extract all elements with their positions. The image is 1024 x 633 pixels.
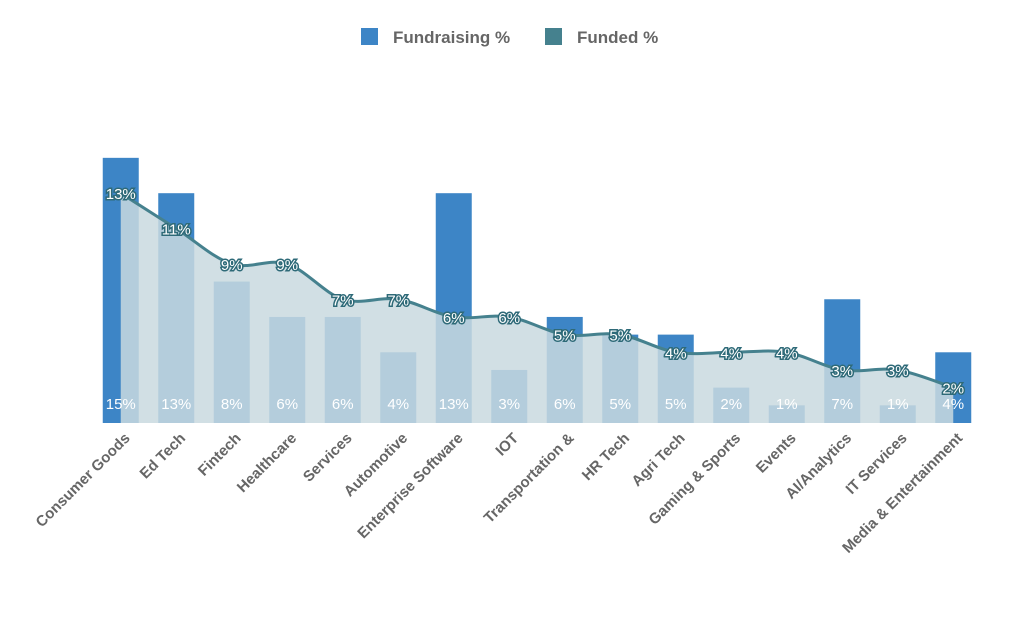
category-label: Fintech <box>195 430 245 480</box>
category-label: Events <box>753 430 800 477</box>
plot-area: 15% 13% 8% 6% 6% 4% 13% 3% 6% 5% 5% 2% 1% 7% 1% 4% 13% 11… <box>33 157 972 557</box>
funded-value-label: 7% <box>332 292 354 309</box>
funded-value-label: 7% <box>387 292 409 309</box>
fundraising-value-label: 3% <box>498 396 520 413</box>
fundraising-value-label: 15% <box>106 396 136 413</box>
funded-value-label: 3% <box>887 363 909 380</box>
funded-value-label: 5% <box>609 328 631 345</box>
fundraising-value-label: 8% <box>221 396 243 413</box>
fundraising-value-label: 13% <box>161 396 191 413</box>
funded-value-label: 4% <box>665 345 687 362</box>
funded-value-label: 3% <box>831 363 853 380</box>
fundraising-value-label: 4% <box>942 396 964 413</box>
funded-value-label: 9% <box>276 257 298 274</box>
funded-value-label: 6% <box>498 310 520 327</box>
fundraising-value-label: 2% <box>720 396 742 413</box>
category-label: IOT <box>492 430 522 460</box>
funded-area <box>120 193 954 423</box>
fundraising-value-label: 4% <box>387 396 409 413</box>
legend-swatch-funded <box>545 28 562 45</box>
category-label: HR Tech <box>579 430 633 484</box>
funded-line <box>119 191 954 390</box>
fundraising-value-label: 6% <box>276 396 298 413</box>
category-label: Services <box>300 430 356 486</box>
funded-value-label: 4% <box>776 345 798 362</box>
legend-label-funded: Funded % <box>577 28 658 47</box>
legend: Fundraising % Funded % <box>361 28 658 47</box>
fundraising-value-label: 5% <box>665 396 687 413</box>
funded-value-label: 5% <box>554 328 576 345</box>
funded-value-label: 13% <box>106 186 136 203</box>
category-label: Enterprise Software <box>354 430 466 542</box>
fundraising-value-label: 1% <box>776 396 798 413</box>
funded-value-label: 9% <box>221 257 243 274</box>
funded-value-label: 6% <box>443 310 465 327</box>
category-label: Gaming & Sports <box>645 430 744 529</box>
fundraising-value-label: 6% <box>332 396 354 413</box>
funded-value-label: 11% <box>162 222 191 239</box>
category-label: Consumer Goods <box>33 430 134 531</box>
legend-label-fundraising: Fundraising % <box>393 28 510 47</box>
category-label: Healthcare <box>234 430 300 496</box>
category-label: Ed Tech <box>137 430 189 482</box>
fundraising-value-label: 5% <box>609 396 631 413</box>
legend-swatch-fundraising <box>361 28 378 45</box>
fundraising-value-label: 13% <box>439 396 469 413</box>
fundraising-value-label: 1% <box>887 396 909 413</box>
fundraising-value-label: 6% <box>554 396 576 413</box>
funded-value-label: 2% <box>942 381 964 398</box>
funded-value-label: 4% <box>720 345 742 362</box>
fundraising-value-label: 7% <box>831 396 853 413</box>
